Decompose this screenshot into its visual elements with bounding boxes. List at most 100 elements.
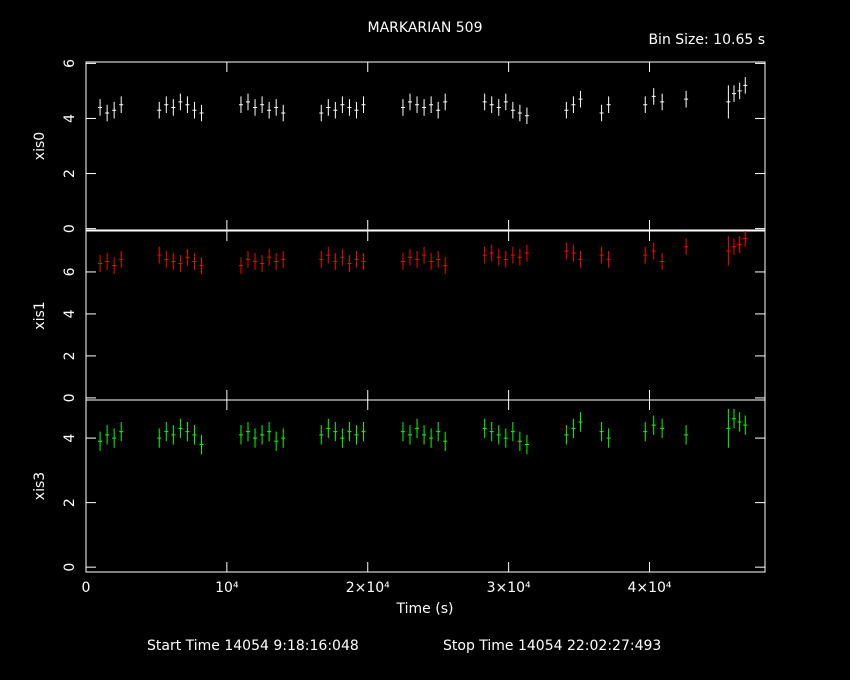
x-tick-label: 2×10⁴ xyxy=(346,580,390,596)
error-bar xyxy=(517,104,522,122)
error-bar xyxy=(199,257,204,275)
error-bar xyxy=(524,434,529,455)
error-bar xyxy=(564,242,569,260)
y-tick-label: 2 xyxy=(62,169,78,178)
error-bar xyxy=(157,246,162,264)
error-bar xyxy=(112,101,117,119)
error-bar xyxy=(260,96,265,113)
error-bar xyxy=(429,428,434,448)
error-bar xyxy=(119,421,124,442)
error-bar xyxy=(274,99,279,116)
error-bar xyxy=(267,421,272,442)
error-bar xyxy=(510,101,515,119)
error-bar xyxy=(684,425,689,445)
error-bar xyxy=(326,418,331,439)
error-bar xyxy=(606,96,611,113)
error-bar xyxy=(199,434,204,455)
error-bar xyxy=(436,101,441,119)
x-tick-label: 3×10⁴ xyxy=(487,580,531,596)
error-bar xyxy=(660,418,665,439)
error-bar xyxy=(429,96,434,113)
error-bar xyxy=(274,431,279,451)
error-bar xyxy=(185,96,190,113)
error-bar xyxy=(503,428,508,448)
error-bar xyxy=(415,96,420,113)
error-bar xyxy=(422,425,427,445)
error-bar xyxy=(564,101,569,119)
error-bar xyxy=(524,107,529,124)
error-bar xyxy=(178,255,183,272)
y-tick-label: 4 xyxy=(62,114,78,123)
error-bar xyxy=(571,96,576,113)
error-bar xyxy=(260,255,265,272)
stop-time: Stop Time 14054 22:02:27:493 xyxy=(443,638,661,654)
error-bar xyxy=(737,82,742,100)
error-bar xyxy=(524,244,529,262)
error-bar xyxy=(333,253,338,270)
error-bar xyxy=(171,425,176,445)
bin-size: Bin Size: 10.65 s xyxy=(648,32,765,48)
y-axis-label: xis1 xyxy=(32,301,48,329)
error-bar xyxy=(105,425,110,445)
error-bar xyxy=(340,248,345,266)
error-bar xyxy=(737,412,742,432)
error-bar xyxy=(347,99,352,116)
error-bar xyxy=(326,99,331,116)
error-bar xyxy=(319,250,324,268)
error-bar xyxy=(651,242,656,260)
error-bar xyxy=(340,428,345,448)
error-bar xyxy=(726,236,731,266)
x-axis-label: Time (s) xyxy=(396,601,454,617)
y-tick-label: 6 xyxy=(62,267,78,276)
error-bar xyxy=(599,246,604,264)
error-bar xyxy=(267,101,272,119)
error-bar xyxy=(643,246,648,264)
error-bar xyxy=(274,253,279,270)
error-bar xyxy=(415,418,420,439)
error-bar xyxy=(496,99,501,116)
error-bar xyxy=(606,428,611,448)
y-axis-label: xis3 xyxy=(32,472,48,500)
error-bar xyxy=(112,257,117,275)
error-bar xyxy=(422,246,427,264)
error-bar xyxy=(482,93,487,111)
error-bar xyxy=(105,104,110,122)
error-bar xyxy=(238,425,243,445)
y-tick-label: 6 xyxy=(62,59,78,68)
error-bar xyxy=(443,257,448,275)
error-bar xyxy=(185,421,190,442)
error-bar xyxy=(105,253,110,270)
error-bar xyxy=(157,428,162,448)
error-bar xyxy=(253,99,258,116)
error-bar xyxy=(400,253,405,270)
error-bar xyxy=(319,425,324,445)
chart-title: MARKARIAN 509 xyxy=(368,20,483,36)
error-bar xyxy=(443,431,448,451)
error-bar xyxy=(737,236,742,254)
error-bar xyxy=(192,101,197,119)
error-bar xyxy=(408,93,413,111)
panel-frame xyxy=(85,399,766,573)
error-bar xyxy=(253,428,258,448)
error-bar xyxy=(643,421,648,442)
y-tick-label: 4 xyxy=(62,309,78,318)
error-bar xyxy=(489,96,494,113)
y-tick-label: 0 xyxy=(62,393,78,402)
error-bar xyxy=(361,96,366,113)
error-bar xyxy=(408,425,413,445)
error-bar xyxy=(743,415,748,435)
error-bar xyxy=(281,428,286,448)
error-bar xyxy=(253,253,258,270)
error-bar xyxy=(192,253,197,270)
error-bar xyxy=(199,104,204,122)
error-bar xyxy=(178,418,183,439)
error-bar xyxy=(119,96,124,113)
error-bar xyxy=(246,250,251,268)
y-tick-label: 0 xyxy=(62,563,78,572)
error-bar xyxy=(510,421,515,442)
error-bar xyxy=(400,99,405,116)
error-bar xyxy=(340,96,345,113)
error-bar xyxy=(489,421,494,442)
error-bar xyxy=(171,253,176,270)
